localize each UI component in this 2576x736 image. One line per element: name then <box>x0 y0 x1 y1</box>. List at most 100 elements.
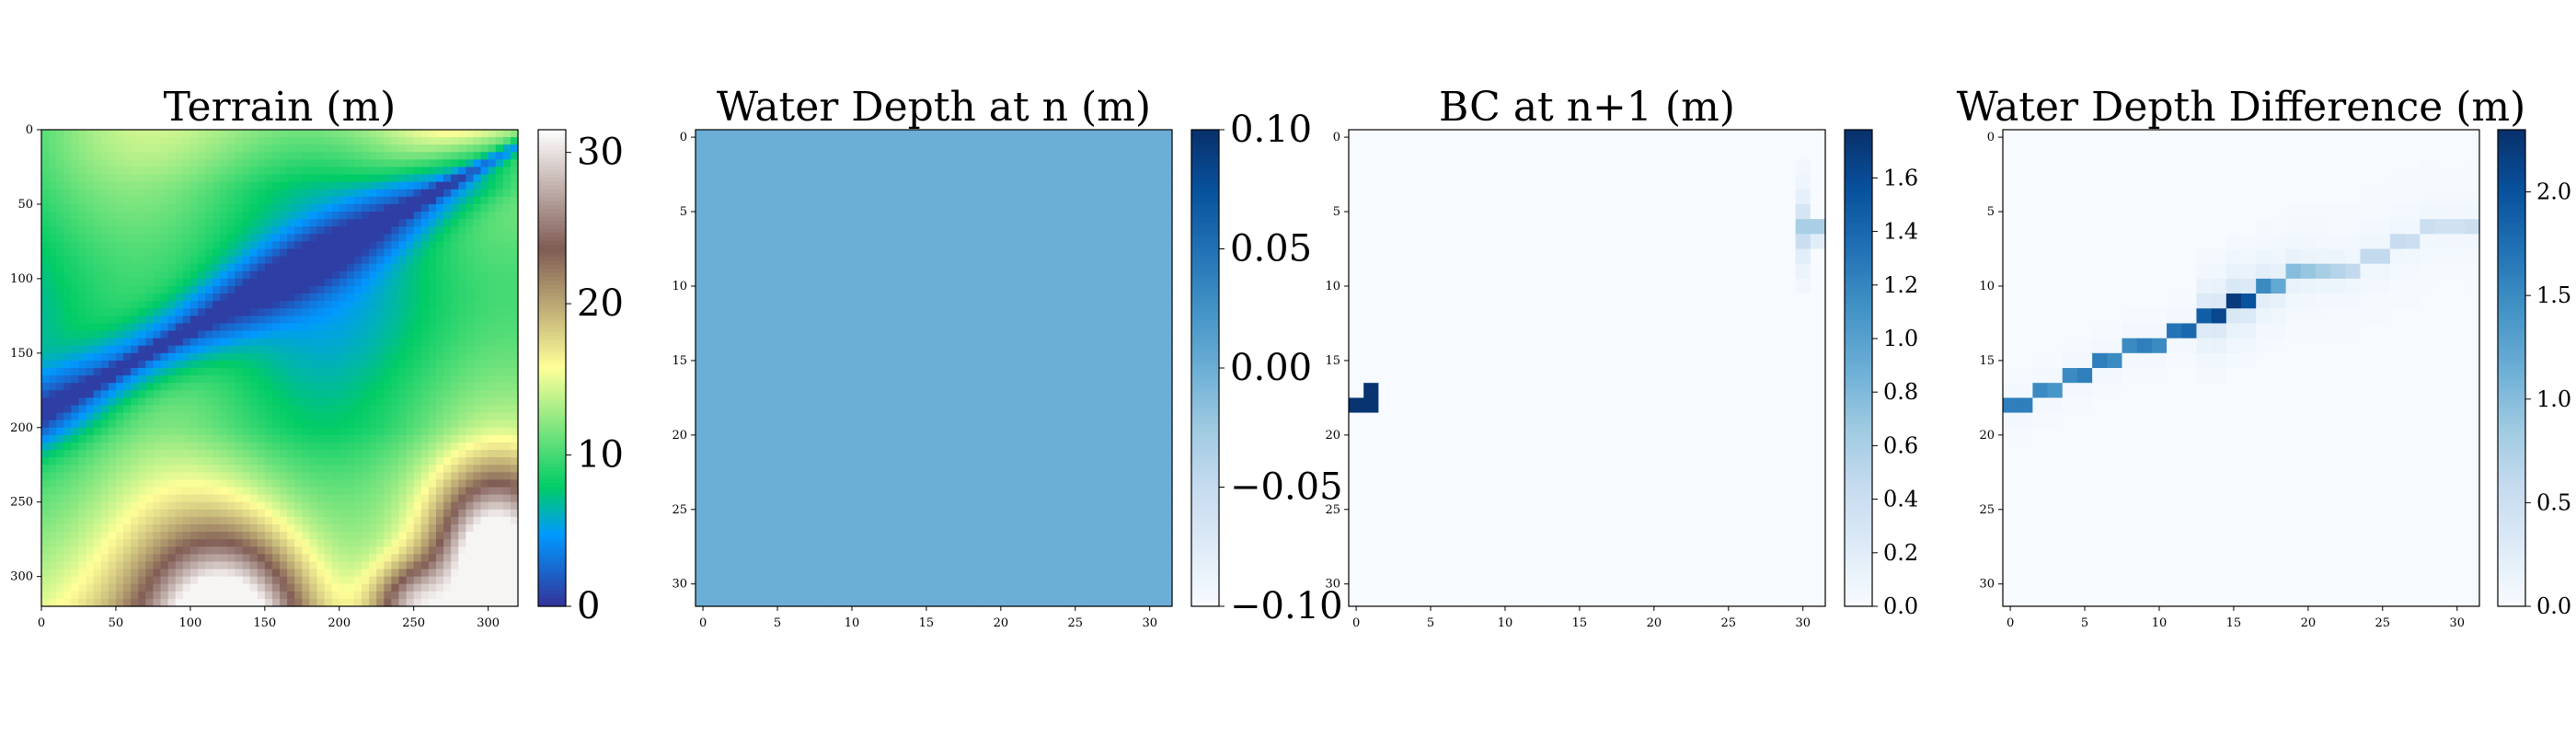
heatmap-cell <box>1038 248 1054 265</box>
heatmap-cell <box>131 137 139 145</box>
heatmap-cell <box>859 234 875 250</box>
heatmap-cell <box>1052 338 1069 354</box>
heatmap-cell <box>175 375 184 384</box>
heatmap-cell <box>257 412 266 421</box>
heatmap-cell <box>978 189 995 205</box>
heatmap-cell <box>420 554 430 563</box>
heatmap-cell <box>398 397 408 407</box>
heatmap-cell <box>287 420 295 429</box>
heatmap-cell <box>740 368 756 384</box>
heatmap-cell <box>353 383 362 391</box>
heatmap-cell <box>123 174 132 183</box>
heatmap-cell <box>443 569 452 578</box>
heatmap-cell <box>859 352 875 369</box>
heatmap-cell <box>324 241 333 250</box>
heatmap-cell <box>785 174 800 190</box>
heatmap-cell <box>294 212 303 220</box>
heatmap-cell <box>510 144 519 153</box>
heatmap-cell <box>78 301 87 309</box>
heatmap-cell <box>502 159 512 168</box>
heatmap-cell <box>859 308 875 325</box>
heatmap-cell <box>1007 457 1024 473</box>
heatmap-cell <box>376 167 385 176</box>
heatmap-cell <box>302 234 310 243</box>
heatmap-cell <box>435 330 444 339</box>
heatmap-cell <box>175 569 184 578</box>
heatmap-cell <box>131 189 139 198</box>
colorbar-segment <box>538 530 566 535</box>
heatmap-cell <box>488 539 497 547</box>
heatmap-cell <box>182 442 191 451</box>
heatmap-cell <box>889 383 905 398</box>
heatmap-cell <box>167 270 177 280</box>
heatmap-cell <box>294 509 303 518</box>
heatmap-cell <box>510 316 519 325</box>
heatmap-cell <box>963 263 980 280</box>
heatmap-cell <box>384 285 393 294</box>
heatmap-cell <box>480 516 489 525</box>
heatmap-cell <box>123 368 132 376</box>
heatmap-cell <box>1098 338 1113 354</box>
heatmap-cell <box>696 248 711 265</box>
heatmap-cell <box>362 234 370 243</box>
heatmap-cell <box>740 219 756 235</box>
heatmap-cell <box>287 241 295 250</box>
heatmap-cell <box>213 256 221 265</box>
heatmap-cell <box>413 501 422 511</box>
heatmap-cell <box>369 442 377 451</box>
heatmap-cell <box>71 137 80 145</box>
heatmap-cell <box>963 144 980 160</box>
heatmap-cell <box>71 598 80 607</box>
heatmap-cell <box>93 457 102 466</box>
heatmap-cell <box>153 152 162 160</box>
heatmap-cell <box>1098 442 1113 458</box>
heatmap-cell <box>353 434 362 443</box>
heatmap-cell <box>235 487 244 496</box>
heatmap-cell <box>443 316 452 325</box>
heatmap-cell <box>428 212 437 220</box>
heatmap-cell <box>131 472 139 481</box>
heatmap-cell <box>309 241 318 250</box>
heatmap-cell <box>108 539 117 547</box>
heatmap-cell <box>384 352 393 362</box>
heatmap-cell <box>249 390 259 398</box>
heatmap-cell <box>56 152 64 160</box>
heatmap-cell <box>480 412 489 421</box>
heatmap-cell <box>257 285 266 294</box>
heatmap-cell <box>889 174 905 190</box>
heatmap-cell <box>495 569 504 578</box>
colorbar-segment <box>538 578 566 583</box>
heatmap-cell <box>466 203 475 213</box>
heatmap-cell <box>1023 457 1039 473</box>
heatmap-cell <box>874 263 891 280</box>
heatmap-cell <box>78 167 87 176</box>
heatmap-cell <box>993 368 1009 384</box>
heatmap-cell <box>78 226 87 235</box>
heatmap-cell <box>235 420 244 429</box>
heatmap-cell <box>213 487 221 496</box>
heatmap-cell <box>294 472 303 481</box>
heatmap-cell <box>495 152 504 160</box>
heatmap-cell <box>309 390 318 398</box>
heatmap-cell <box>257 181 266 190</box>
heatmap-cell <box>949 412 964 429</box>
heatmap-cell <box>829 263 845 280</box>
heatmap-cell <box>287 598 295 607</box>
heatmap-cell <box>346 472 355 481</box>
heatmap-cell <box>213 241 221 250</box>
heatmap-cell <box>271 308 281 316</box>
heatmap-cell <box>346 523 355 533</box>
heatmap-cell <box>420 546 430 555</box>
heatmap-cell <box>294 234 303 243</box>
heatmap-cell <box>131 196 139 205</box>
heatmap-cell <box>190 479 199 489</box>
heatmap-cell <box>376 583 385 592</box>
heatmap-cell <box>451 174 459 183</box>
heatmap-cell <box>510 523 519 533</box>
heatmap-cell <box>391 383 400 391</box>
heatmap-cell <box>138 554 146 563</box>
heatmap-cell <box>346 181 355 190</box>
heatmap-cell <box>369 591 377 600</box>
heatmap-cell <box>362 189 370 198</box>
heatmap-cell <box>949 174 964 190</box>
